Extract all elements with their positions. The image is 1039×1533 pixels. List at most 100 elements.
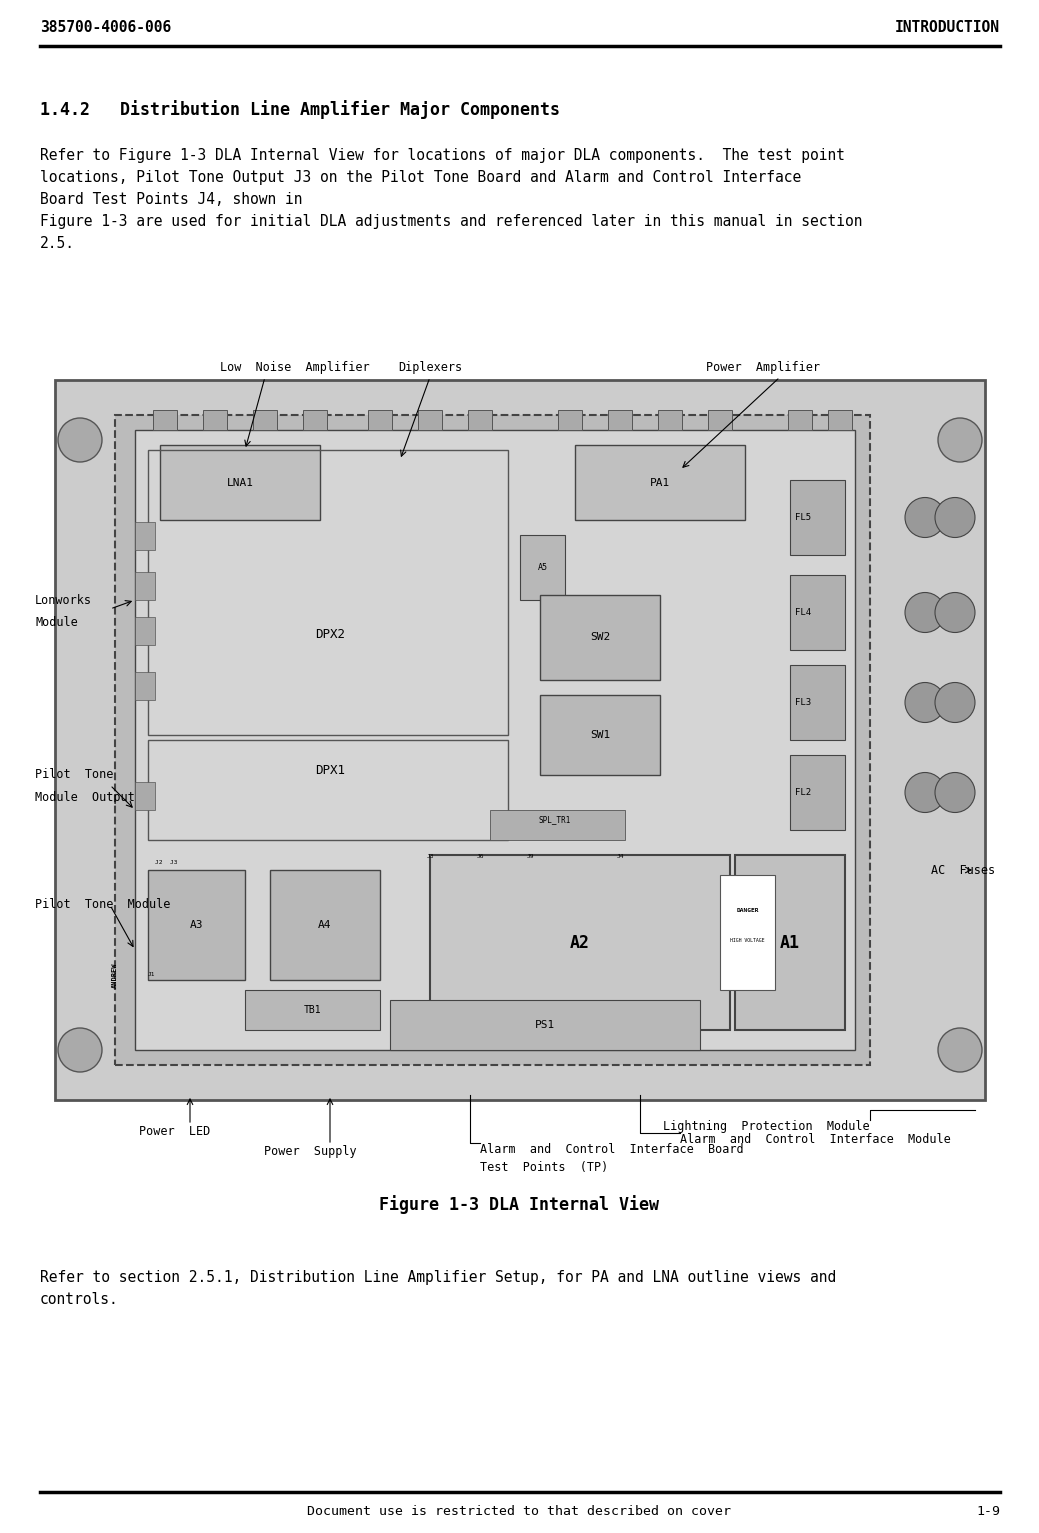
Bar (790, 575, 845, 650)
Text: Diplexers: Diplexers (398, 360, 462, 374)
Text: Lightning  Protection  Module: Lightning Protection Module (663, 1121, 870, 1133)
Circle shape (905, 498, 945, 538)
Circle shape (905, 592, 945, 633)
Circle shape (935, 592, 975, 633)
Text: Pilot  Tone  Module: Pilot Tone Module (35, 898, 170, 912)
Text: PA1: PA1 (649, 477, 670, 487)
Circle shape (905, 682, 945, 722)
Bar (558, 409, 582, 429)
Bar (160, 445, 320, 520)
Bar (368, 409, 392, 429)
Text: Power  Supply: Power Supply (264, 1145, 356, 1157)
Text: SW2: SW2 (590, 633, 610, 642)
FancyBboxPatch shape (115, 415, 870, 1065)
Text: PS1: PS1 (535, 1019, 555, 1030)
Text: Low  Noise  Amplifier: Low Noise Amplifier (220, 360, 370, 374)
Bar (788, 409, 812, 429)
Text: DPX2: DPX2 (315, 629, 345, 641)
Bar (270, 871, 380, 980)
Text: Pilot  Tone: Pilot Tone (35, 768, 113, 782)
Text: FL2: FL2 (795, 788, 811, 797)
Text: A5: A5 (537, 563, 548, 572)
Text: FL4: FL4 (795, 609, 811, 616)
Text: Figure 1-3 DLA Internal View: Figure 1-3 DLA Internal View (379, 1196, 659, 1214)
Text: Refer to section 2.5.1, Distribution Line Amplifier Setup, for PA and LNA outlin: Refer to section 2.5.1, Distribution Lin… (39, 1269, 836, 1285)
Text: Module: Module (35, 616, 78, 629)
Bar (790, 754, 845, 829)
Bar (245, 990, 380, 1030)
Bar (254, 409, 277, 429)
Bar (35, 356, 1005, 1114)
Text: ANDREW: ANDREW (112, 963, 118, 987)
Bar (520, 535, 565, 599)
Circle shape (58, 1029, 102, 1072)
Bar (735, 855, 845, 1030)
Bar (135, 671, 155, 701)
Text: Lonworks: Lonworks (35, 593, 92, 607)
Text: FL3: FL3 (795, 698, 811, 707)
Text: Document use is restricted to that described on cover: Document use is restricted to that descr… (307, 1505, 731, 1518)
Text: controls.: controls. (39, 1292, 118, 1308)
Bar (148, 740, 508, 840)
Text: A4: A4 (318, 920, 331, 931)
Bar (390, 1000, 700, 1050)
Text: DANGER: DANGER (737, 908, 758, 912)
Text: J4: J4 (616, 854, 623, 858)
Text: A1: A1 (780, 934, 800, 952)
Text: A2: A2 (570, 934, 590, 952)
Bar (135, 616, 155, 645)
Bar (153, 409, 177, 429)
Bar (135, 523, 155, 550)
Text: J6: J6 (476, 854, 484, 858)
Text: TB1: TB1 (303, 1006, 321, 1015)
Text: J1: J1 (148, 972, 156, 978)
Bar (468, 409, 492, 429)
Text: SPL_TR1: SPL_TR1 (539, 816, 571, 825)
Bar (135, 572, 155, 599)
Bar (658, 409, 682, 429)
Bar (148, 871, 245, 980)
Bar (540, 595, 660, 681)
Bar (790, 665, 845, 740)
Text: 2.5.: 2.5. (39, 236, 75, 251)
Text: SW1: SW1 (590, 730, 610, 740)
Text: AC  Fuses: AC Fuses (931, 863, 995, 877)
Bar (720, 875, 775, 990)
Text: Board Test Points J4, shown in: Board Test Points J4, shown in (39, 192, 302, 207)
Bar (575, 445, 745, 520)
Text: Figure 1-3 are used for initial DLA adjustments and referenced later in this man: Figure 1-3 are used for initial DLA adju… (39, 215, 862, 228)
Text: DPX1: DPX1 (315, 763, 345, 777)
Text: 1.4.2   Distribution Line Amplifier Major Components: 1.4.2 Distribution Line Amplifier Major … (39, 100, 560, 120)
Circle shape (58, 419, 102, 461)
Bar (828, 409, 852, 429)
Circle shape (935, 498, 975, 538)
Circle shape (938, 419, 982, 461)
Bar (430, 855, 730, 1030)
Circle shape (935, 682, 975, 722)
Text: Refer to Figure 1-3 DLA Internal View for locations of major DLA components.  Th: Refer to Figure 1-3 DLA Internal View fo… (39, 149, 845, 162)
Text: 1-9: 1-9 (976, 1505, 1000, 1518)
Text: J2  J3: J2 J3 (155, 860, 178, 865)
Text: Module  Output: Module Output (35, 791, 135, 803)
Circle shape (935, 773, 975, 812)
Text: INTRODUCTION: INTRODUCTION (895, 20, 1000, 35)
Text: locations, Pilot Tone Output J3 on the Pilot Tone Board and Alarm and Control In: locations, Pilot Tone Output J3 on the P… (39, 170, 801, 185)
Text: Power  LED: Power LED (139, 1125, 211, 1137)
Text: J9: J9 (526, 854, 534, 858)
Text: Test  Points  (TP): Test Points (TP) (480, 1160, 608, 1174)
Bar (490, 809, 625, 840)
Circle shape (938, 1029, 982, 1072)
Bar (303, 409, 327, 429)
Text: 385700-4006-006: 385700-4006-006 (39, 20, 171, 35)
Bar (148, 451, 508, 734)
Text: Alarm  and  Control  Interface  Board: Alarm and Control Interface Board (480, 1144, 744, 1156)
Text: LNA1: LNA1 (227, 477, 254, 487)
Bar (608, 409, 632, 429)
FancyBboxPatch shape (135, 429, 855, 1050)
Text: J3: J3 (426, 854, 433, 858)
Text: FL5: FL5 (795, 514, 811, 523)
Circle shape (905, 773, 945, 812)
Bar (708, 409, 732, 429)
FancyBboxPatch shape (55, 380, 985, 1101)
Text: Alarm  and  Control  Interface  Module: Alarm and Control Interface Module (680, 1133, 951, 1147)
